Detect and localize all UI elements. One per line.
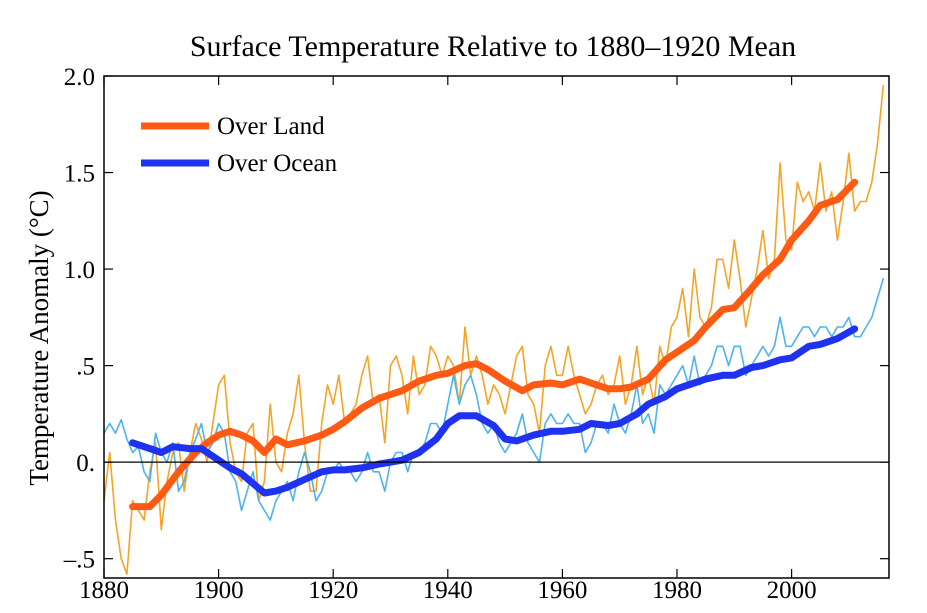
x-tick-label: 1960 bbox=[537, 577, 587, 604]
annual-series-line bbox=[103, 277, 885, 521]
series-layer bbox=[103, 84, 885, 575]
x-tick-label: 2000 bbox=[767, 577, 817, 604]
y-tick-label: .5 bbox=[76, 354, 95, 381]
y-axis-label: Temperature Anomaly (°C) bbox=[24, 190, 54, 485]
plot-frame bbox=[103, 75, 890, 579]
plot-area: 1880 1900 1920 1940 1960 1980 2000 –.5 0. .5 1.0 1.… bbox=[63, 64, 890, 604]
y-tick-label: 1.0 bbox=[64, 257, 95, 284]
y-tick-label: 1.5 bbox=[64, 161, 95, 188]
series-line-over-land bbox=[129, 178, 859, 511]
legend-label: Over Land bbox=[217, 113, 325, 140]
legend-label: Over Ocean bbox=[217, 150, 338, 177]
y-tick-label: 0. bbox=[76, 450, 95, 477]
legend: Over Land Over Ocean bbox=[141, 113, 338, 177]
x-tick-label: 1900 bbox=[194, 577, 244, 604]
x-tick-label: 1920 bbox=[308, 577, 358, 604]
y-tick-label: 2.0 bbox=[64, 64, 95, 91]
y-tick-label: –.5 bbox=[63, 547, 95, 574]
series-line-over-ocean bbox=[129, 325, 859, 497]
chart-title: Surface Temperature Relative to 1880–192… bbox=[190, 30, 796, 63]
x-tick-label: 1980 bbox=[652, 577, 702, 604]
x-tick-label: 1880 bbox=[79, 577, 129, 604]
ticks-layer: 1880 1900 1920 1940 1960 1980 2000 –.5 0. .5 1.0 1.… bbox=[63, 64, 889, 604]
x-tick-label: 1940 bbox=[423, 577, 473, 604]
